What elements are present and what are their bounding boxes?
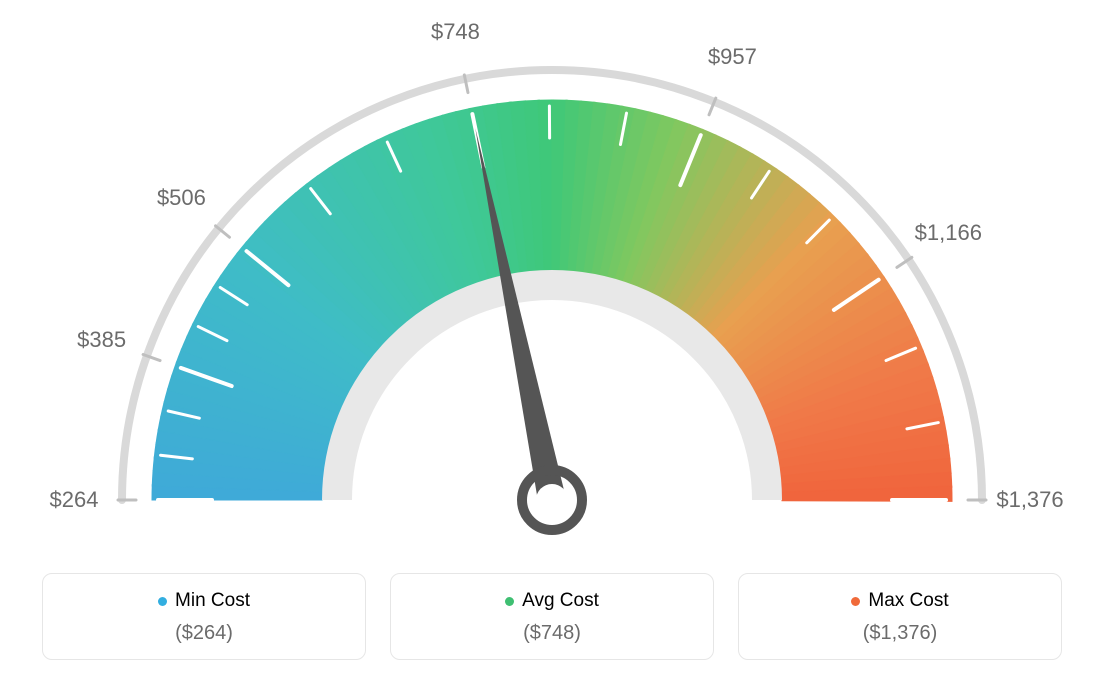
cost-gauge-chart: $264 $385 $506 $748 $957 $1,166 $1,376 Min Cos… (0, 0, 1104, 690)
legend-title-max: Max Cost (851, 590, 948, 612)
tick-label: $264 (50, 487, 99, 513)
legend-card-max: Max Cost ($1,376) (738, 573, 1062, 660)
tick-label: $385 (77, 327, 126, 353)
legend-title-avg: Avg Cost (505, 590, 599, 612)
legend-label-avg: Avg Cost (522, 590, 599, 612)
gauge-svg (0, 0, 1104, 560)
tick-label: $506 (157, 185, 206, 211)
tick-label: $957 (708, 44, 757, 70)
legend-label-max: Max Cost (868, 590, 948, 612)
legend-dot-avg (505, 597, 514, 606)
legend-dot-max (851, 597, 860, 606)
legend-label-min: Min Cost (175, 590, 250, 612)
legend-card-min: Min Cost ($264) (42, 573, 366, 660)
tick-label: $1,166 (915, 220, 982, 246)
gauge-area: $264 $385 $506 $748 $957 $1,166 $1,376 (0, 0, 1104, 560)
legend-value-min: ($264) (43, 622, 365, 645)
tick-label: $1,376 (996, 487, 1063, 513)
legend-card-avg: Avg Cost ($748) (390, 573, 714, 660)
legend-value-avg: ($748) (391, 622, 713, 645)
legend-title-min: Min Cost (158, 590, 250, 612)
legend-dot-min (158, 597, 167, 606)
legend-row: Min Cost ($264) Avg Cost ($748) Max Cost… (0, 573, 1104, 660)
tick-label: $748 (431, 19, 480, 45)
legend-value-max: ($1,376) (739, 622, 1061, 645)
